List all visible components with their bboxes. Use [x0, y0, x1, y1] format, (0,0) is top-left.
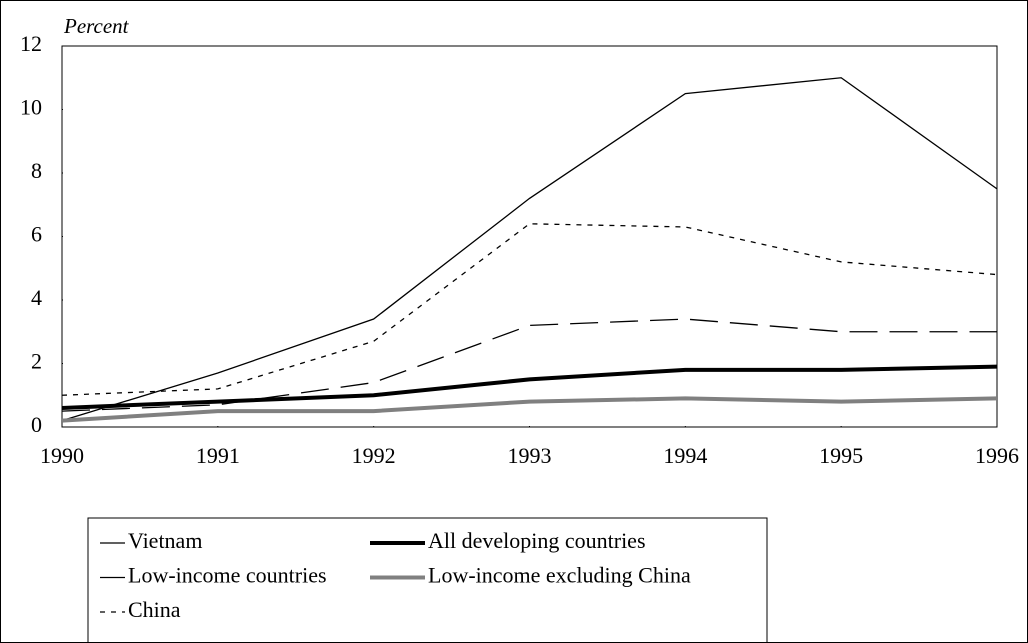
y-tick-label: 12	[20, 31, 42, 56]
series-line	[61, 318, 997, 412]
series-line	[61, 364, 998, 410]
x-tick-label: 1992	[352, 443, 396, 468]
x-tick-label: 1996	[975, 443, 1019, 468]
series-line	[61, 77, 998, 422]
x-tick-label: 1990	[40, 443, 84, 468]
y-tick-label: 10	[20, 95, 42, 120]
legend-label: All developing countries	[428, 528, 646, 553]
legend-label: Low-income excluding China	[428, 563, 691, 588]
legend-label: Low-income countries	[128, 563, 327, 588]
x-tick-label: 1993	[508, 443, 552, 468]
x-tick-label: 1991	[196, 443, 240, 468]
y-axis-label: Percent	[63, 14, 130, 38]
series-line	[61, 223, 998, 396]
x-tick-label: 1995	[819, 443, 863, 468]
y-tick-label: 6	[31, 222, 42, 247]
y-tick-label: 8	[31, 158, 42, 183]
legend-label: China	[128, 597, 181, 622]
legend-box	[87, 517, 768, 643]
y-tick-label: 2	[31, 349, 42, 374]
series-line	[61, 396, 998, 423]
y-tick-label: 4	[31, 285, 42, 310]
x-tick-label: 1994	[663, 443, 707, 468]
y-tick-label: 0	[31, 412, 42, 437]
legend-label: Vietnam	[128, 528, 202, 553]
